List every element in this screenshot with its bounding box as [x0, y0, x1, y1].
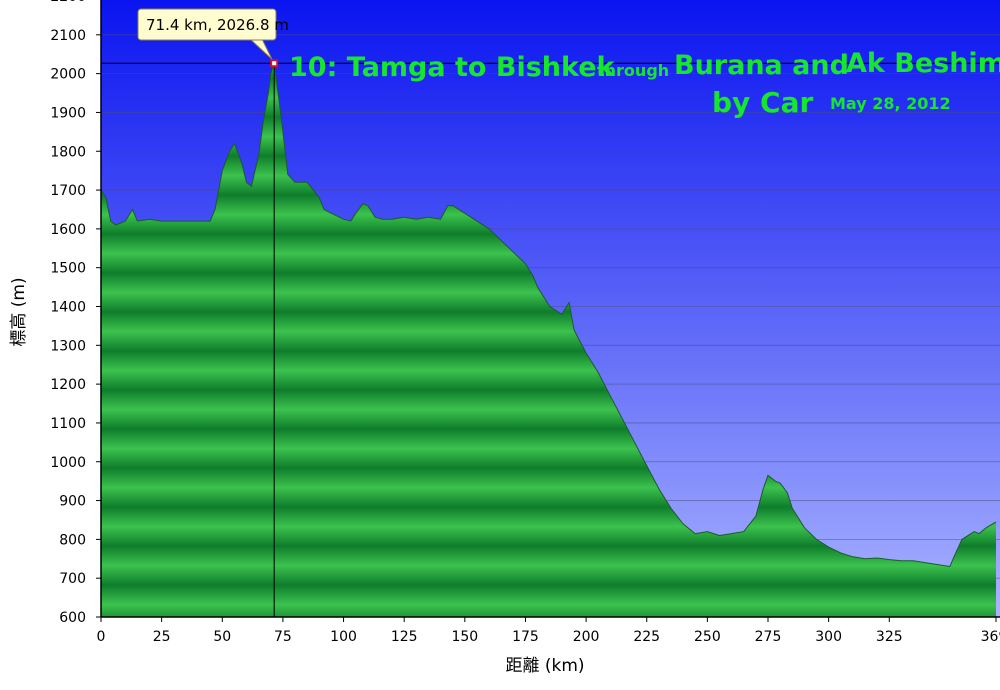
y-tick-1400: 1400	[50, 300, 86, 316]
y-tick-2100: 2100	[50, 28, 86, 44]
x-tick-125: 125	[391, 629, 418, 645]
y-tick-1900: 1900	[50, 105, 86, 121]
title-date: May 28, 2012	[830, 94, 951, 113]
x-tick-369: 369	[981, 629, 1000, 645]
x-tick-75: 75	[274, 629, 292, 645]
title-part-1: 10: Tamga to Bishkek	[289, 52, 616, 83]
y-tick-800: 800	[59, 532, 86, 548]
y-tick-1600: 1600	[50, 222, 86, 238]
x-tick-325: 325	[876, 629, 903, 645]
tooltip-label: 71.4 km, 2026.8 m	[146, 16, 289, 34]
y-axis-title: 標高 (m)	[9, 277, 29, 346]
elevation-line	[101, 63, 997, 568]
y-tick-2000: 2000	[50, 67, 86, 83]
x-tick-300: 300	[815, 629, 842, 645]
y-tick-900: 900	[59, 494, 86, 510]
x-tick-0: 0	[97, 629, 106, 645]
x-tick-25: 25	[153, 629, 171, 645]
elevation-area	[101, 63, 1000, 617]
tooltip-box	[137, 8, 277, 41]
x-axis-title: 距離 (km)	[505, 656, 584, 676]
y-tick-700: 700	[59, 571, 86, 587]
y-tick-1700: 1700	[50, 183, 86, 199]
title-line-2: by Car	[712, 86, 813, 119]
x-tick-50: 50	[213, 629, 231, 645]
x-tick-150: 150	[451, 629, 478, 645]
y-tick-1200: 1200	[50, 377, 86, 393]
y-tick-1000: 1000	[50, 455, 86, 471]
x-tick-100: 100	[330, 629, 357, 645]
x-tick-225: 225	[633, 629, 660, 645]
y-tick-1800: 1800	[50, 144, 86, 160]
title-small-through: through	[597, 61, 669, 80]
title-part-3: Ak Beshim	[846, 48, 1000, 79]
tooltip: 71.4 km, 2026.8 m	[137, 8, 289, 60]
crosshair-marker[interactable]	[270, 59, 279, 68]
y-tick-1300: 1300	[50, 338, 86, 354]
y-tick-labels: 600 700 800 900 1000 1100 1200 1300 1400 1500 1600…	[50, 0, 101, 626]
x-tick-275: 275	[755, 629, 782, 645]
y-tick-2200: 2200	[50, 0, 86, 5]
y-tick-1100: 1100	[50, 416, 86, 432]
x-tick-175: 175	[512, 629, 539, 645]
title-part-2: Burana and	[674, 50, 849, 81]
x-tick-250: 250	[694, 629, 721, 645]
x-tick-labels: 0 25 50 75 100 125 150 175 200 225 250 275 300 325 369	[97, 617, 1000, 645]
y-tick-1500: 1500	[50, 261, 86, 277]
x-tick-200: 200	[573, 629, 600, 645]
y-tick-600: 600	[59, 610, 86, 626]
